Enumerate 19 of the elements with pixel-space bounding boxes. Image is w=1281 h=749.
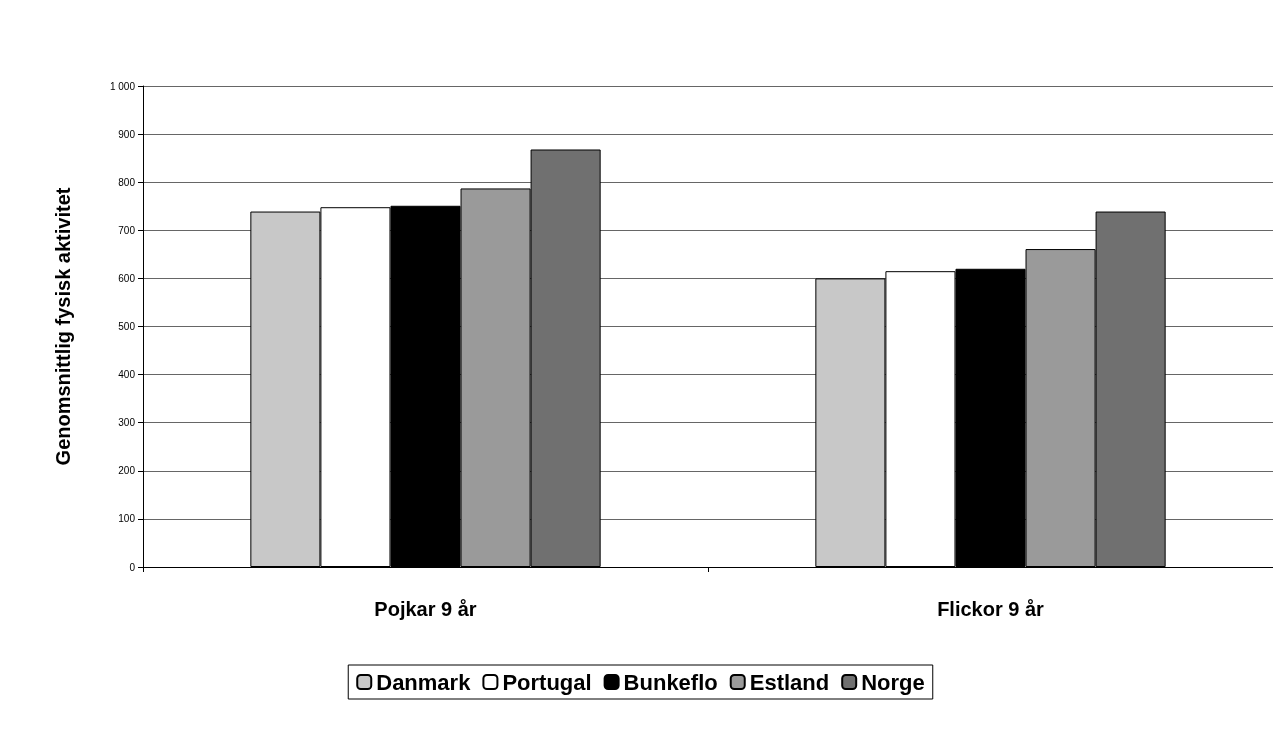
y-tick-label: 700 bbox=[118, 224, 136, 236]
y-tick-label: 100 bbox=[118, 513, 136, 525]
legend-label: Portugal bbox=[502, 669, 592, 695]
y-tick-label: 600 bbox=[118, 272, 136, 284]
y-tick-label: 0 bbox=[129, 561, 136, 573]
legend-label: Norge bbox=[861, 669, 925, 695]
y-axis-title: Genomsnittlig fysisk aktivitet bbox=[52, 187, 74, 466]
x-tick-label: Pojkar 9 år bbox=[374, 598, 477, 620]
y-tick-label: 1 000 bbox=[109, 80, 136, 92]
y-tick-label: 800 bbox=[118, 176, 136, 188]
legend-label: Estland bbox=[749, 669, 830, 695]
y-tick-label: 500 bbox=[118, 321, 136, 332]
legend-label: Bunkeflo bbox=[623, 669, 718, 695]
y-tick-label: 200 bbox=[118, 465, 136, 477]
y-tick-label: 300 bbox=[118, 417, 136, 429]
y-tick-label: 900 bbox=[118, 128, 136, 140]
legend-label: Danmark bbox=[376, 669, 472, 695]
x-tick-label: Flickor 9 år bbox=[937, 598, 1045, 620]
y-tick-label: 400 bbox=[118, 369, 136, 381]
